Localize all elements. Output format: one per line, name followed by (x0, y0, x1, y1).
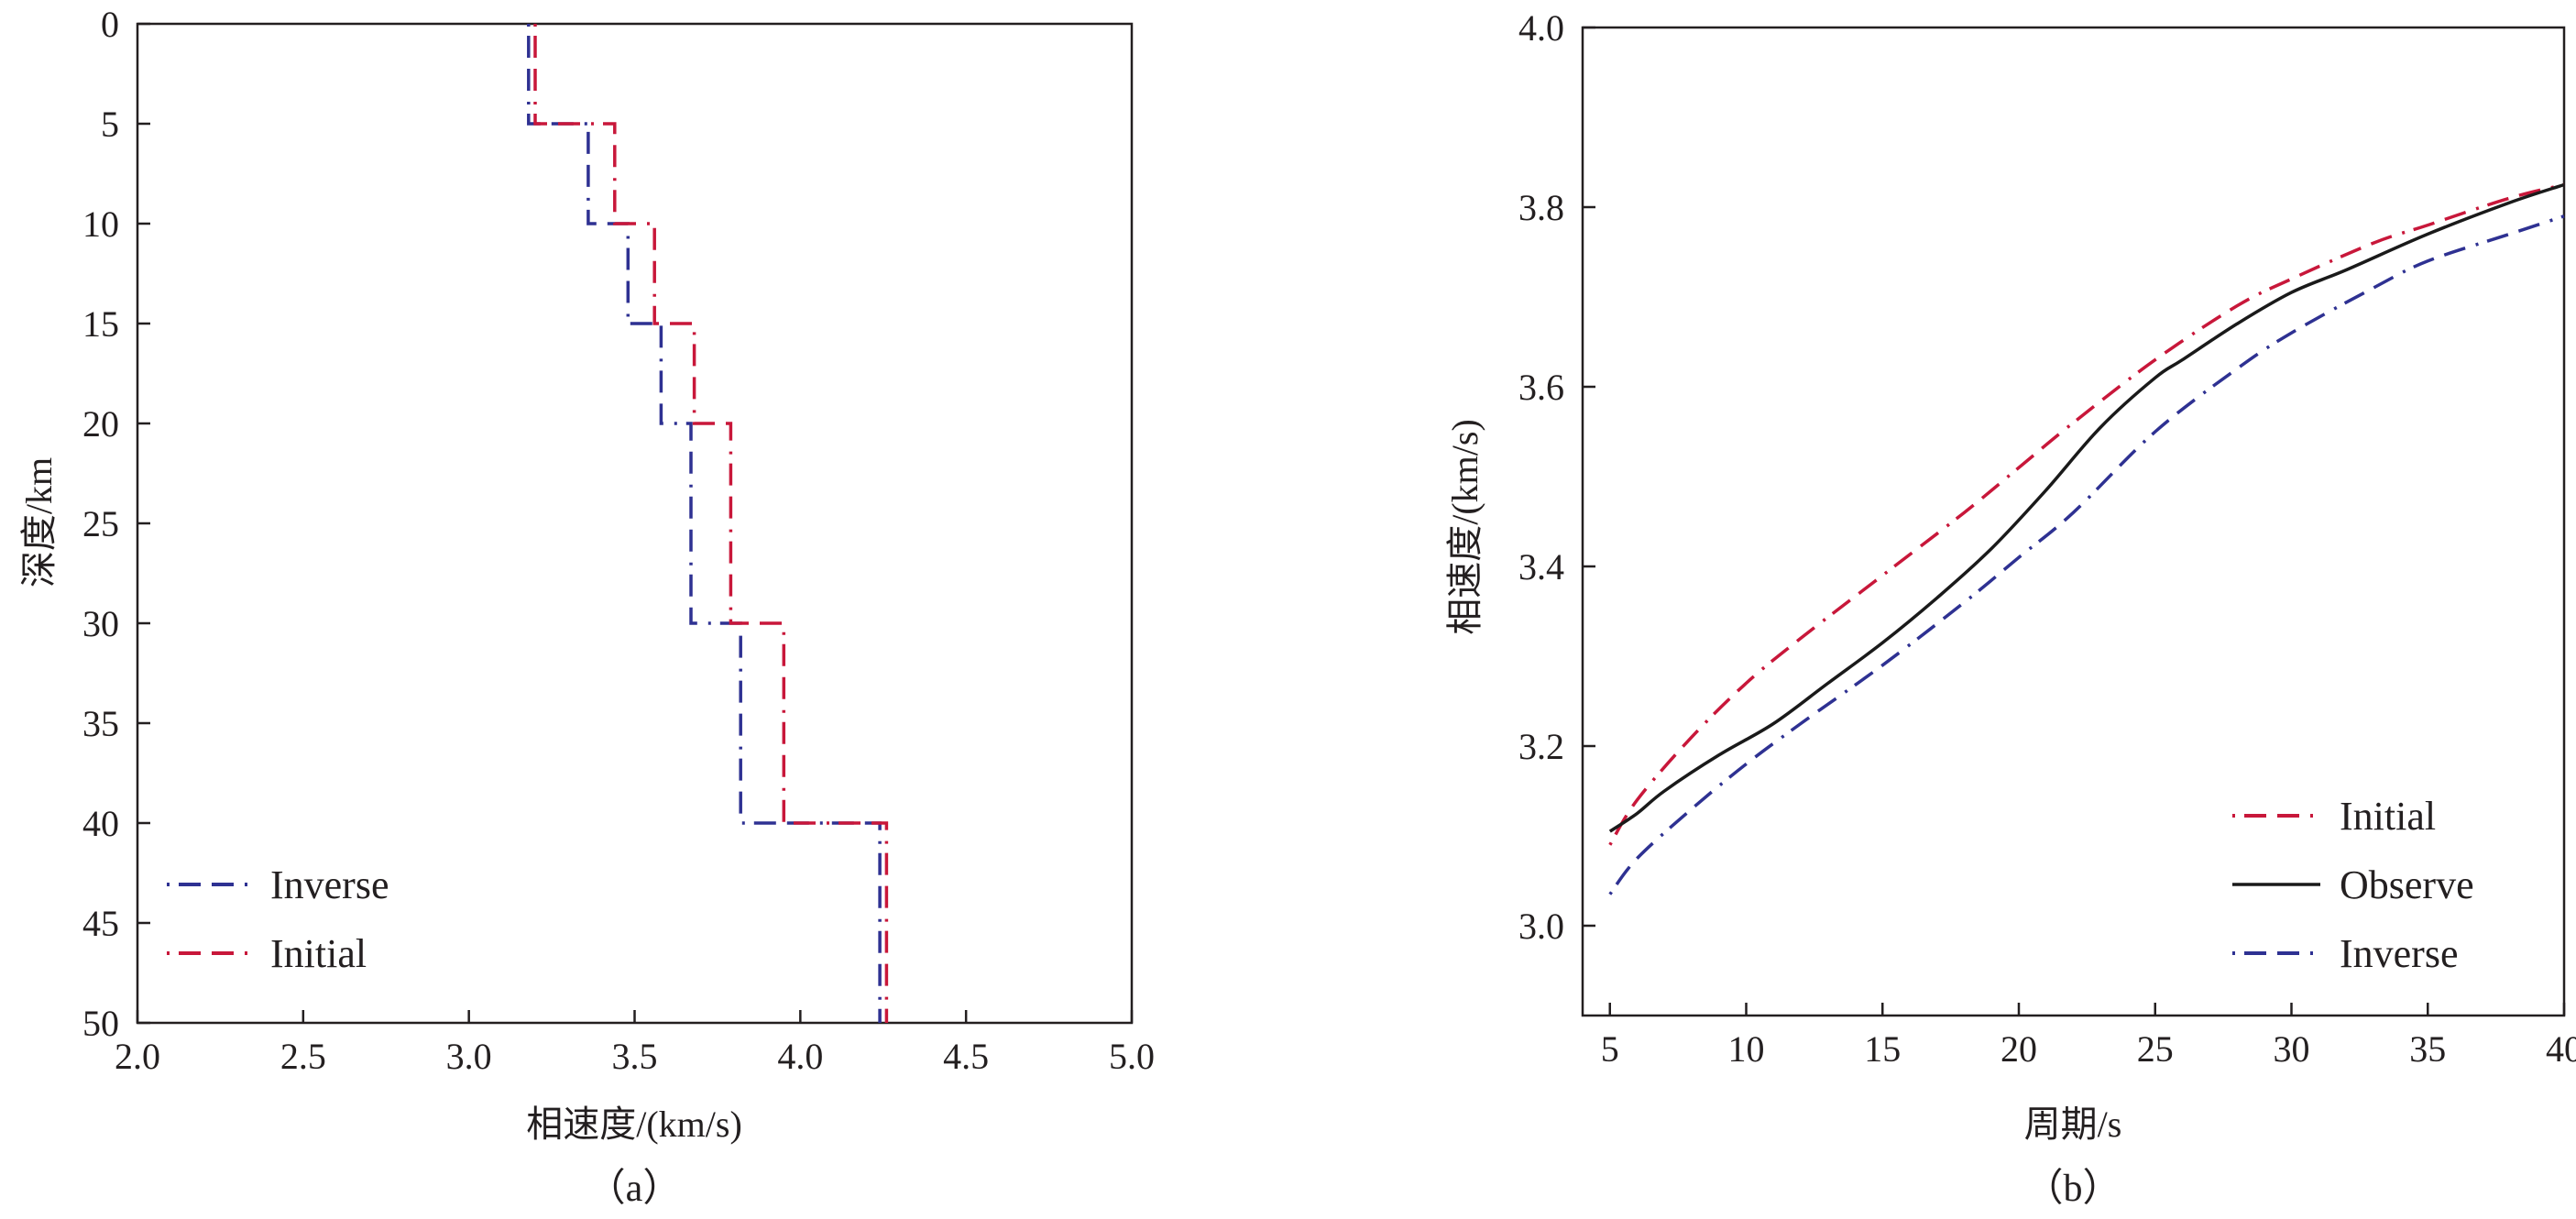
panel-b-plot-frame (1581, 26, 2566, 1017)
y-tick-label: 10 (82, 203, 119, 245)
legend-item-inverse: Inverse (167, 862, 389, 907)
panel-b-y-ticks: 3.0 3.2 3.4 3.6 3.8 4.0 (1518, 7, 1595, 947)
legend-item-initial: Initial (2232, 794, 2436, 839)
legend-label-initial: Initial (2340, 794, 2436, 839)
x-tick-label: 2.0 (115, 1036, 160, 1077)
legend-item-inverse: Inverse (2232, 931, 2459, 976)
y-tick-label: 3.4 (1518, 546, 1564, 588)
y-tick-label: 40 (82, 803, 119, 844)
legend-item-initial: Initial (167, 931, 367, 976)
series-line-initial (1608, 182, 2565, 846)
y-tick-label: 3.6 (1518, 367, 1564, 408)
panel-a-y-axis-label: 深度/km (18, 457, 60, 588)
legend-label-inverse: Inverse (270, 862, 389, 907)
panel-b-y-axis-label: 相速度/(km/s) (1444, 419, 1485, 635)
x-tick-label: 25 (2137, 1028, 2174, 1070)
y-tick-label: 45 (82, 903, 119, 944)
x-tick-label: 3.5 (612, 1036, 658, 1077)
y-tick-label: 30 (82, 603, 119, 644)
y-tick-label: 50 (82, 1003, 119, 1044)
y-tick-label: 5 (101, 104, 119, 145)
legend-label-initial: Initial (270, 931, 367, 976)
panel-a-x-axis-label: 相速度/(km/s) (526, 1104, 742, 1145)
x-tick-label: 2.5 (280, 1036, 326, 1077)
panel-a-series (527, 24, 889, 1023)
x-tick-label: 5.0 (1109, 1036, 1155, 1077)
y-tick-label: 3.0 (1518, 906, 1564, 947)
series-line-inverse (527, 24, 882, 1023)
series-line-initial (533, 24, 889, 1023)
panel-b-caption: （b） (2024, 1168, 2121, 1210)
x-tick-label: 3.0 (446, 1036, 492, 1077)
y-tick-label: 25 (82, 503, 119, 544)
panel-b-x-axis-label: 周期/s (2024, 1104, 2122, 1145)
x-tick-label: 10 (1728, 1028, 1765, 1070)
panel-b-legend: Initial Observe Inverse (2232, 794, 2474, 976)
panel-a-caption: （a） (587, 1168, 682, 1210)
x-tick-label: 4.5 (943, 1036, 989, 1077)
x-tick-label: 4.0 (777, 1036, 823, 1077)
x-tick-label: 15 (1864, 1028, 1901, 1070)
y-tick-label: 35 (82, 703, 119, 744)
panel-b-x-ticks: 5 10 15 20 25 30 35 40 (1601, 1003, 2576, 1070)
panel-a-y-ticks: 0 5 10 15 20 25 30 35 40 45 50 (82, 4, 150, 1044)
x-tick-label: 40 (2546, 1028, 2576, 1070)
series-line-observe (1608, 182, 2565, 833)
y-tick-label: 3.8 (1518, 187, 1564, 228)
legend-item-observe: Observe (2232, 862, 2474, 907)
x-tick-label: 35 (2409, 1028, 2446, 1070)
y-tick-label: 4.0 (1518, 7, 1564, 49)
x-tick-label: 5 (1601, 1028, 1619, 1070)
panel-b-series (1608, 182, 2565, 895)
panel-a-depth-velocity: 2.0 2.5 3.0 3.5 4.0 4.5 5.0 0 5 10 15 20 25 30 35 40 45… (18, 4, 1155, 1210)
legend-label-observe: Observe (2340, 862, 2474, 907)
panel-b-dispersion: 5 10 15 20 25 30 35 40 3.03.23.43.63.84.0 周期/s … (1444, 7, 2576, 1210)
x-tick-label: 20 (2001, 1028, 2037, 1070)
x-tick-label: 30 (2274, 1028, 2310, 1070)
y-tick-label: 0 (101, 4, 119, 45)
y-tick-label: 3.2 (1518, 726, 1564, 767)
panel-a-x-ticks: 2.0 2.5 3.0 3.5 4.0 4.5 5.0 (115, 1010, 1155, 1077)
y-tick-label: 15 (82, 303, 119, 345)
series-line-inverse (1608, 214, 2565, 895)
y-tick-label: 20 (82, 403, 119, 445)
legend-label-inverse: Inverse (2340, 931, 2459, 976)
panel-a-legend: Inverse Initial (167, 862, 389, 976)
